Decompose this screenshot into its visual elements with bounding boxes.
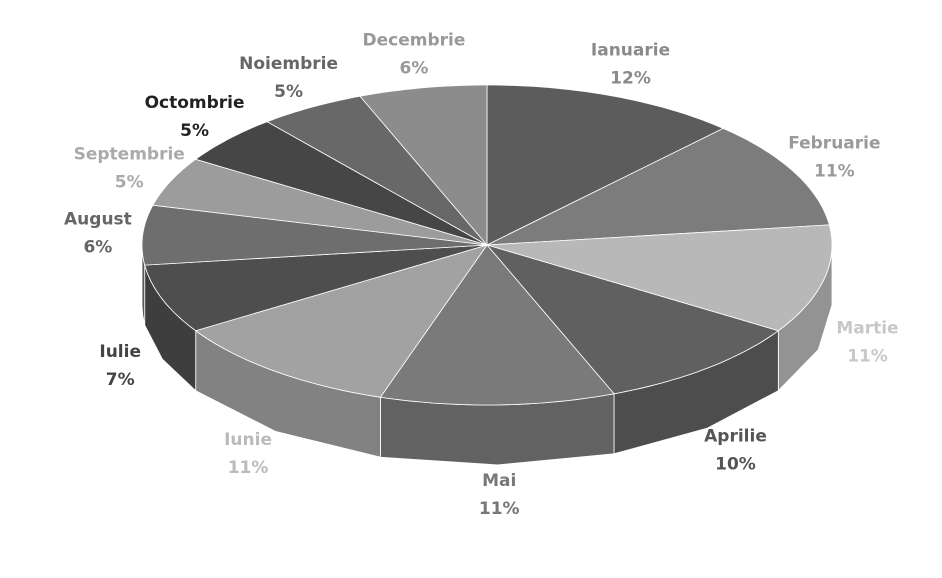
- slice-label: Aprilie: [704, 426, 767, 446]
- slice-label: August: [64, 210, 132, 230]
- slice-value-label: 5%: [274, 82, 303, 102]
- slice: [486, 224, 833, 332]
- slice: [486, 127, 830, 246]
- slice: [379, 244, 615, 406]
- slice-label: Iulie: [99, 342, 141, 362]
- slice: [152, 158, 488, 246]
- slice: [194, 121, 488, 246]
- slice-label: Martie: [836, 319, 898, 339]
- slice-value-label: 11%: [847, 347, 888, 367]
- slice-value-label: 11%: [479, 499, 520, 519]
- slice-value-label: 6%: [400, 58, 429, 78]
- slice-value-label: 6%: [83, 238, 112, 258]
- slice-label: Octombrie: [145, 93, 245, 113]
- slice-label: Mai: [482, 471, 516, 491]
- slice-value-label: 7%: [106, 370, 135, 390]
- slice-label: Ianuarie: [591, 41, 670, 61]
- slice: [266, 95, 488, 246]
- slice-value-label: 11%: [228, 458, 269, 478]
- slice-value-label: 5%: [115, 172, 144, 192]
- slice: [359, 84, 488, 247]
- slice-label: Septembrie: [74, 144, 185, 164]
- slice: [144, 244, 488, 332]
- slice-label: Februarie: [788, 133, 880, 153]
- slice-value-label: 12%: [610, 69, 651, 89]
- slice-value-label: 11%: [814, 161, 855, 181]
- slice: [141, 204, 488, 266]
- slice: [486, 84, 725, 246]
- slice-value-label: 10%: [715, 454, 756, 474]
- slice: [194, 244, 488, 398]
- slice: [485, 244, 780, 395]
- slice-label: Decembrie: [363, 30, 466, 50]
- slice-label: Noiembrie: [239, 54, 338, 74]
- slice-label: Iunie: [224, 430, 272, 450]
- slice-value-label: 5%: [180, 121, 209, 141]
